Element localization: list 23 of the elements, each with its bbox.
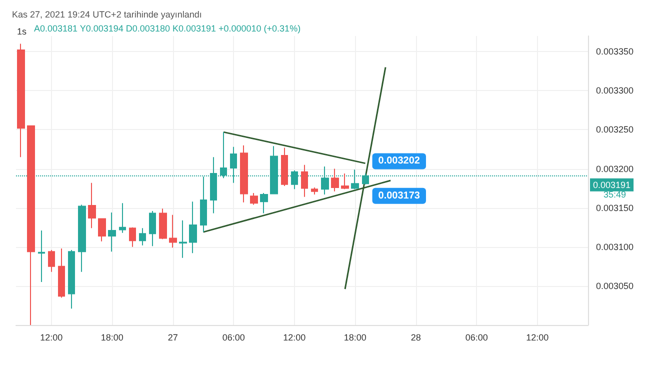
y-tick-label: 0.003100 bbox=[596, 242, 634, 252]
ref-line-label: 0.003191 bbox=[593, 180, 631, 190]
text: Kas 27, 2021 19:24 UTC+2 tarihinde yayınlandı bbox=[12, 10, 202, 20]
x-tick-label: 06:00 bbox=[465, 332, 488, 342]
y-tick-label: 0.003150 bbox=[596, 202, 634, 213]
x-tick-label: 12:00 bbox=[40, 332, 63, 342]
y-tick-label: 0.003200 bbox=[596, 164, 634, 174]
x-tick-label: 27 bbox=[168, 332, 178, 342]
annotation: 0.003173 bbox=[378, 190, 420, 202]
annotation: 0.003202 bbox=[378, 156, 420, 167]
y-tick-label: 0.003300 bbox=[596, 86, 634, 96]
x-tick-label: 06:00 bbox=[222, 332, 245, 342]
x-tick-label: 18:00 bbox=[344, 332, 366, 342]
y-tick-label: 0.003350 bbox=[596, 46, 634, 57]
y-tick-label: 0.003050 bbox=[596, 280, 634, 291]
text: A0.003181 Y0.003194 D0.003180 K0.003191 +0.000010 (+0.31%) bbox=[34, 24, 301, 34]
text: 35:49 bbox=[603, 190, 626, 200]
x-tick-label: 12:00 bbox=[526, 332, 549, 342]
x-tick-label: 18:00 bbox=[100, 332, 124, 342]
x-tick-label: 12:00 bbox=[283, 332, 306, 342]
x-tick-label: 28 bbox=[410, 332, 421, 342]
y-tick-label: 0.003250 bbox=[596, 124, 634, 135]
chart-title: 1s bbox=[17, 26, 28, 36]
